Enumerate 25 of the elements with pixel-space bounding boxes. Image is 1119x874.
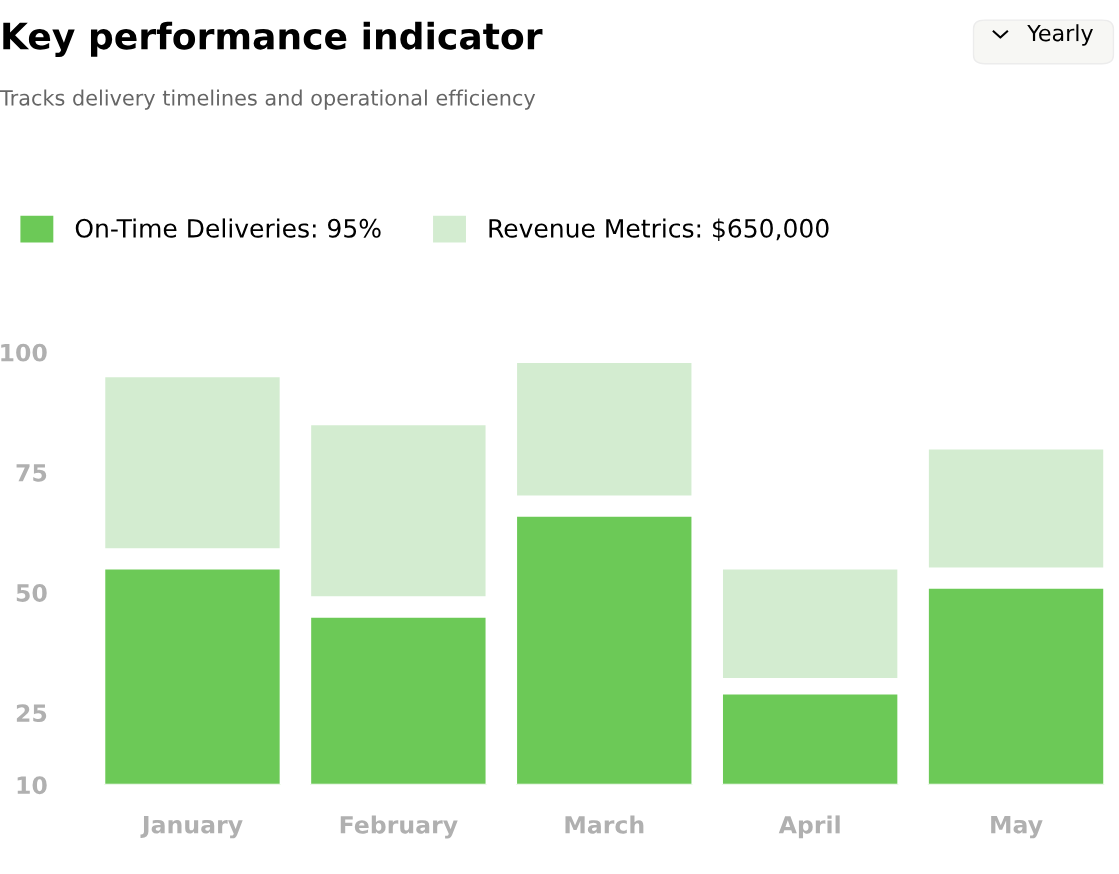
x-tick-label: January [140, 815, 243, 839]
y-tick-label: 10 [17, 776, 47, 795]
bar [926, 586, 1106, 785]
y-tick-label: 75 [16, 464, 47, 482]
text: Yearly [1027, 24, 1093, 46]
x-tick-label: May [991, 815, 1043, 839]
x-tick-label: March [565, 815, 644, 834]
x-tick-label: April [778, 815, 840, 839]
legend-label: On-Time Deliveries: 95% [75, 218, 381, 238]
x-tick-label: February [340, 815, 458, 839]
bar [720, 692, 900, 785]
bar [514, 360, 694, 498]
legend-label: Revenue Metrics: $650,000 [489, 218, 829, 242]
bar [514, 514, 694, 785]
bar [309, 615, 488, 785]
bar [103, 375, 282, 551]
bar [926, 447, 1106, 570]
y-tick-label: 50 [16, 584, 47, 602]
chart-subtitle: Tracks delivery timelines and operational efficiency [0, 89, 536, 110]
bar [720, 567, 900, 681]
chart-title: Key performance indicator [3, 21, 543, 57]
y-tick-label: 100 [1, 343, 47, 362]
y-tick-label: 25 [16, 704, 47, 723]
bar [309, 423, 488, 599]
bar [103, 567, 282, 785]
